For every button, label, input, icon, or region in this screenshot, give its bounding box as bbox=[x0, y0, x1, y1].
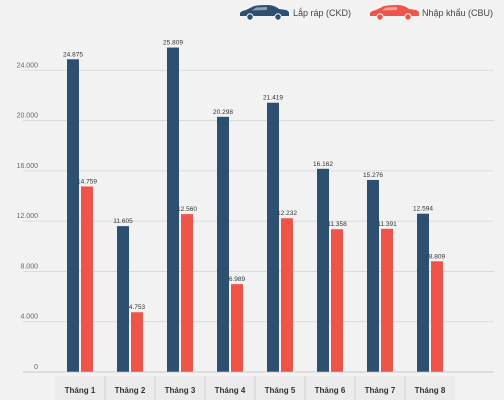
y-tick-label: 12.000 bbox=[17, 213, 39, 220]
bar-cbu bbox=[281, 218, 293, 372]
bar-cbu bbox=[231, 284, 243, 372]
car-icon bbox=[240, 5, 289, 21]
bar-ckd bbox=[317, 168, 329, 372]
data-label: 21.419 bbox=[263, 95, 283, 102]
bar-cbu bbox=[81, 186, 93, 372]
bar-cbu bbox=[381, 228, 393, 372]
y-tick-label: 24.000 bbox=[17, 62, 39, 69]
x-tick-label: Tháng 2 bbox=[115, 386, 146, 395]
data-label: 20.298 bbox=[213, 109, 233, 116]
bar-cbu bbox=[131, 312, 143, 372]
car-window bbox=[252, 7, 267, 11]
bars: 24.875 14.759 11.605 4.753 25.809 12.560 20.29… bbox=[63, 40, 446, 373]
data-label: 11.358 bbox=[327, 221, 347, 228]
data-label: 6.989 bbox=[229, 276, 246, 283]
car-wheel bbox=[404, 13, 412, 21]
car-wheel bbox=[376, 13, 384, 21]
x-tick-label: Tháng 6 bbox=[315, 386, 346, 395]
data-label: 16.162 bbox=[313, 161, 333, 168]
x-tick-label: Tháng 8 bbox=[415, 386, 446, 395]
bar-ckd bbox=[267, 102, 279, 372]
data-label: 14.759 bbox=[77, 178, 97, 185]
bar-ckd bbox=[217, 116, 229, 373]
car-body bbox=[370, 5, 419, 16]
bar-ckd bbox=[367, 179, 379, 372]
car-wheel bbox=[246, 13, 254, 21]
gridlines bbox=[23, 69, 494, 323]
bar-ckd bbox=[167, 47, 179, 372]
legend: Lắp ráp (CKD) Nhập khẩu (CBU) bbox=[240, 5, 493, 21]
bar-ckd bbox=[67, 59, 79, 373]
bar-cbu bbox=[431, 261, 443, 372]
x-tick-label: Tháng 5 bbox=[265, 386, 296, 395]
data-label: 4.753 bbox=[129, 304, 146, 311]
car-window bbox=[382, 7, 397, 11]
car-wheel bbox=[274, 13, 282, 21]
y-tick-label: 4.000 bbox=[20, 314, 38, 321]
axes: 0 4.000 8.000 12.000 16.000 20.000 24.000 Tháng… bbox=[17, 62, 494, 400]
x-tick-label: Tháng 3 bbox=[165, 386, 196, 395]
bar-ckd bbox=[417, 213, 429, 372]
car-icon bbox=[370, 5, 419, 21]
data-label: 12.232 bbox=[277, 210, 297, 217]
data-label: 25.809 bbox=[163, 40, 183, 47]
data-label: 12.594 bbox=[413, 206, 433, 213]
data-label: 15.276 bbox=[363, 172, 383, 179]
y-tick-label: 0 bbox=[34, 364, 38, 371]
x-tick-label: Tháng 1 bbox=[65, 386, 96, 395]
x-tick-label: Tháng 7 bbox=[365, 386, 396, 395]
bar-cbu bbox=[181, 214, 193, 372]
data-label: 11.605 bbox=[113, 218, 133, 225]
legend-label: Nhập khẩu (CBU) bbox=[422, 8, 493, 18]
data-label: 8.809 bbox=[429, 253, 446, 260]
x-tick-label: Tháng 4 bbox=[215, 386, 246, 395]
y-tick-label: 8.000 bbox=[20, 263, 38, 270]
bar-cbu bbox=[331, 229, 343, 372]
data-label: 24.875 bbox=[63, 51, 83, 58]
y-tick-label: 16.000 bbox=[17, 163, 39, 170]
car-body bbox=[240, 5, 289, 16]
legend-label: Lắp ráp (CKD) bbox=[293, 8, 351, 18]
bar-ckd bbox=[117, 226, 129, 372]
data-label: 11.391 bbox=[377, 221, 397, 228]
data-label: 12.560 bbox=[177, 206, 197, 213]
y-tick-label: 20.000 bbox=[17, 113, 39, 120]
